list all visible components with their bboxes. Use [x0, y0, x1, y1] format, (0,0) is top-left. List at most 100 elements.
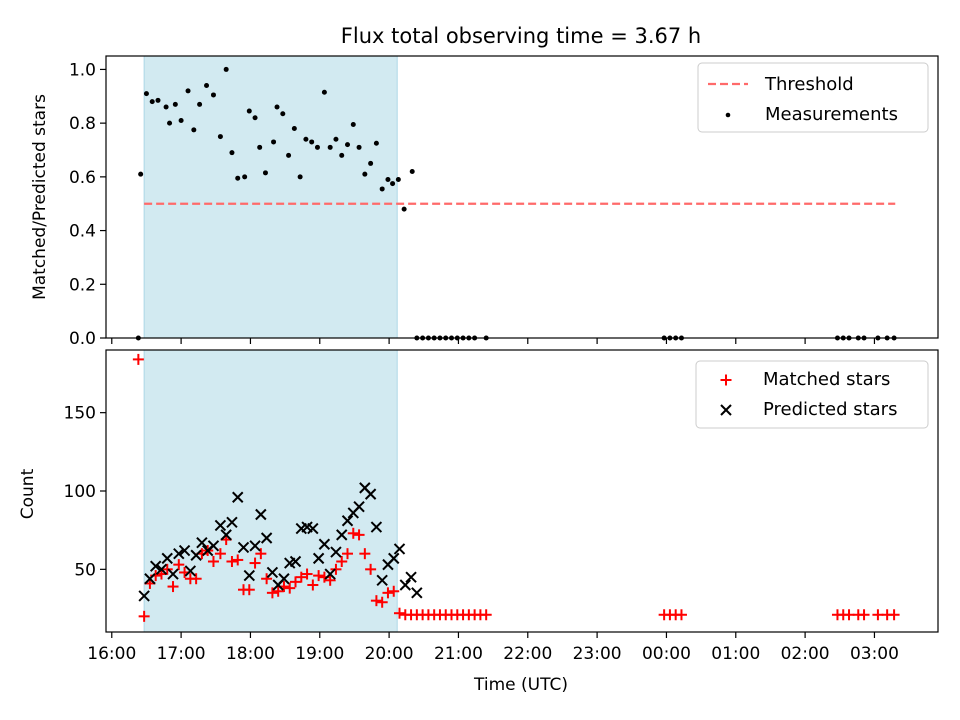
- predicted-star-point: [307, 522, 319, 535]
- measurement-point: [252, 115, 258, 121]
- measurement-point: [291, 126, 297, 132]
- bottom-xtick-label: 03:00: [850, 644, 899, 664]
- measurement-point: [385, 177, 391, 183]
- bottom-xtick-label: 02:00: [781, 644, 830, 664]
- matched-star-point: [394, 607, 406, 619]
- threshold-legend-label: Threshold: [764, 74, 854, 95]
- measurement-point: [149, 99, 155, 105]
- measurement-point: [356, 144, 362, 150]
- top-legend-box: [697, 62, 929, 133]
- top-ytick-label: 0.8: [69, 114, 96, 134]
- predicted-legend-swatch: [720, 404, 732, 416]
- predicted-star-point: [324, 568, 336, 580]
- measurement-point: [191, 127, 197, 133]
- matched-star-point: [359, 548, 371, 560]
- measurement-point: [271, 139, 277, 145]
- matched-star-point: [353, 529, 365, 541]
- measurement-point: [303, 136, 309, 142]
- bottom-xtick-label: 22:00: [503, 644, 552, 664]
- predicted-star-point: [226, 516, 238, 529]
- measurement-point: [395, 177, 401, 183]
- measurement-point: [274, 104, 280, 110]
- matched-star-point: [376, 596, 388, 608]
- bottom-xtick-label: 01:00: [711, 644, 760, 664]
- predicted-star-point: [336, 529, 348, 541]
- measurement-point: [223, 66, 229, 72]
- top-ytick-label: 0.6: [69, 168, 96, 188]
- predicted-star-point: [399, 579, 411, 591]
- top-ytick-label: 1.0: [69, 60, 96, 80]
- predicted-star-point: [405, 571, 417, 583]
- matched-star-point: [330, 563, 342, 575]
- predicted-star-point: [237, 541, 250, 554]
- predicted-legend-label: Predicted stars: [763, 399, 897, 420]
- predicted-star-point: [260, 532, 273, 544]
- predicted-star-point: [376, 574, 388, 587]
- bottom-ytick-label: 100: [64, 482, 96, 502]
- matched-star-point: [190, 573, 202, 585]
- predicted-star-point: [411, 587, 423, 599]
- predicted-legend-marker: [720, 404, 732, 416]
- bottom-xtick-label: 20:00: [365, 644, 414, 664]
- matched-star-point: [295, 571, 307, 583]
- measurement-point: [362, 171, 368, 177]
- top-y-axis-label: Matched/Predicted stars: [30, 94, 50, 300]
- bottom-legend: Matched stars Predicted stars: [695, 360, 929, 429]
- top-legend: Threshold Measurements: [697, 62, 929, 133]
- matched-legend-swatch: [720, 374, 732, 386]
- measurement-point: [178, 117, 184, 123]
- figure-title: Flux total observing time = 3.67 h: [341, 24, 701, 48]
- matched-legend-label: Matched stars: [763, 369, 890, 390]
- matched-star-point: [675, 609, 687, 621]
- matched-star-point: [261, 573, 273, 585]
- matched-legend-marker: [720, 374, 732, 386]
- measurement-point: [314, 144, 320, 150]
- measurement-point: [368, 160, 374, 166]
- top-ytick-label: 0.2: [69, 275, 96, 295]
- measurement-point: [143, 91, 149, 97]
- matched-star-point: [138, 610, 150, 622]
- measurement-point: [401, 206, 407, 212]
- bottom-xtick-label: 23:00: [573, 644, 622, 664]
- bottom-xtick-label: 19:00: [295, 644, 344, 664]
- predicted-star-point: [393, 543, 406, 555]
- matched-star-point: [243, 584, 255, 596]
- matched-star-point: [347, 527, 359, 539]
- measurement-point: [373, 140, 379, 146]
- predicted-star-point: [249, 540, 261, 552]
- predicted-star-point: [330, 546, 342, 558]
- matched-star-point: [161, 563, 173, 575]
- measurement-point: [339, 152, 345, 158]
- predicted-star-point: [214, 519, 227, 532]
- matched-star-point: [255, 548, 267, 560]
- measurements-legend-swatch: [725, 112, 731, 118]
- predicted-star-point: [266, 566, 279, 579]
- predicted-star-point: [353, 500, 365, 513]
- predicted-star-point: [278, 573, 290, 585]
- matched-star-point: [207, 556, 219, 567]
- measurement-point: [185, 88, 191, 94]
- measurement-point: [379, 186, 385, 192]
- matched-star-point: [858, 609, 870, 621]
- matched-star-point: [307, 579, 319, 591]
- measurement-point: [155, 97, 161, 103]
- matched-star-point: [132, 353, 144, 365]
- measurement-point: [286, 152, 292, 158]
- measurement-point: [242, 174, 248, 180]
- predicted-star-point: [178, 544, 191, 557]
- bottom-xtick-label: 18:00: [226, 644, 275, 664]
- matched-star-point: [173, 559, 185, 571]
- measurement-point: [172, 101, 178, 107]
- predicted-star-point: [149, 560, 162, 572]
- measurement-point: [309, 139, 315, 145]
- measurement-point: [390, 181, 396, 187]
- measurement-point: [138, 171, 144, 177]
- measurements-legend-label: Measurements: [765, 104, 898, 125]
- bottom-legend-box: [695, 360, 929, 429]
- bottom-xtick-label: 17:00: [157, 644, 206, 664]
- matched-star-point: [226, 556, 238, 567]
- measurement-point: [280, 111, 286, 117]
- matched-star-point: [249, 557, 261, 569]
- measurement-point: [167, 120, 173, 126]
